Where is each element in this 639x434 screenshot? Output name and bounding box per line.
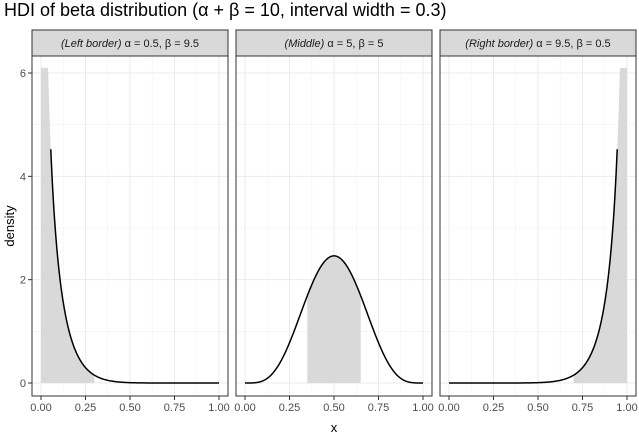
facet-strip-label: (Right border) α = 9.5, β = 0.5 xyxy=(465,38,610,50)
density-curve xyxy=(50,149,219,384)
x-tick-label: 0.50 xyxy=(527,402,548,414)
x-tick-label: 0.25 xyxy=(75,402,96,414)
x-tick-label: 0.75 xyxy=(164,402,185,414)
facet-strip-label: (Left border) α = 0.5, β = 9.5 xyxy=(61,38,199,50)
hdi-area xyxy=(307,255,361,383)
facet-strip-params: α = 9.5, β = 0.5 xyxy=(536,38,610,50)
facet-strip xyxy=(31,29,229,57)
x-tick-label: 0.50 xyxy=(119,402,140,414)
density-curve xyxy=(245,255,423,384)
facet-strip-italic: (Right border) xyxy=(465,38,536,50)
y-axis-title: density xyxy=(2,205,17,247)
x-tick-label: 0.00 xyxy=(438,402,459,414)
x-tick-label: 0.00 xyxy=(234,402,255,414)
x-tick-label: 1.00 xyxy=(616,402,637,414)
facet-strip xyxy=(439,29,637,57)
x-axis-title: x xyxy=(331,420,338,434)
facet-strip-params: α = 5, β = 5 xyxy=(327,38,383,50)
y-tick-label: 0 xyxy=(20,378,26,390)
x-tick-label: 1.00 xyxy=(412,402,433,414)
facet-strip-label: (Middle) α = 5, β = 5 xyxy=(285,38,384,50)
y-tick-label: 6 xyxy=(20,68,26,80)
x-tick-label: 0.50 xyxy=(323,402,344,414)
x-tick-label: 0.00 xyxy=(30,402,51,414)
y-tick-label: 4 xyxy=(20,171,26,183)
chart-title: HDI of beta distribution (α + β = 10, in… xyxy=(4,0,447,20)
x-tick-label: 0.25 xyxy=(279,402,300,414)
hdi-area xyxy=(41,67,95,383)
hdi-area xyxy=(573,67,627,383)
density-curve xyxy=(449,149,618,384)
facet-strip-italic: (Middle) xyxy=(285,38,328,50)
x-tick-label: 0.75 xyxy=(572,402,593,414)
facet-strip-italic: (Left border) xyxy=(61,38,125,50)
y-tick-label: 2 xyxy=(20,275,26,287)
x-tick-label: 0.75 xyxy=(368,402,389,414)
x-tick-label: 0.25 xyxy=(483,402,504,414)
facet-strip-params: α = 0.5, β = 9.5 xyxy=(125,38,199,50)
x-tick-label: 1.00 xyxy=(208,402,229,414)
